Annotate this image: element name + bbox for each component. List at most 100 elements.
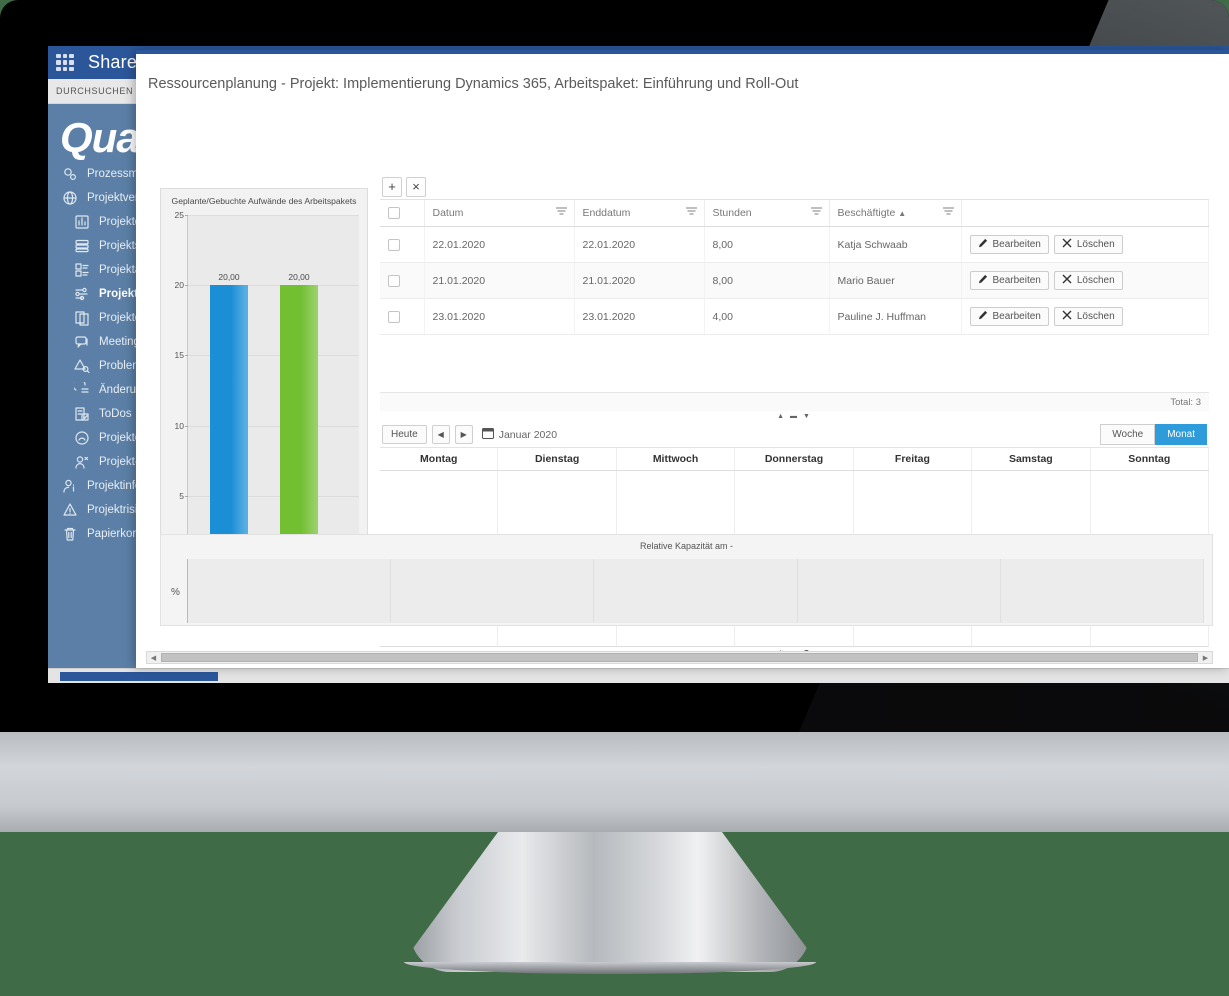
capacity-chart-ylabel: % [171,587,180,598]
table-row[interactable]: 21.01.2020 21.01.2020 8,00 Mario Bauer Bearb… [380,262,1209,299]
calendar-view-woche[interactable]: Woche [1100,424,1156,445]
chart-ytick: 25 [164,210,188,220]
grid-total-count: Total: 3 [380,392,1209,411]
calendar-prev-icon[interactable]: ◀ [431,425,450,444]
person-info-icon [62,478,78,494]
grid-header-datum[interactable]: Datum [424,200,575,227]
delete-row-button[interactable]: Löschen [1053,271,1123,290]
layers-icon [74,238,90,254]
chart-bars-icon [74,214,90,230]
chart-gridline [188,285,359,287]
monitor-stand-base [404,962,816,974]
filter-icon[interactable] [555,207,567,219]
globe-icon [62,190,78,206]
screen: SharePoint DURCHSUCHEN SEITE Quan Prozes… [48,46,1229,683]
cell-enddatum: 23.01.2020 [574,298,705,335]
grid-header-enddatum[interactable]: Enddatum [574,200,705,227]
grid-header-stunden-label: Stunden [712,207,752,219]
dialog-horizontal-scrollbar[interactable]: ◀ ▶ [146,651,1213,664]
table-row[interactable]: 22.01.2020 22.01.2020 8,00 Katja Schwaab Bea… [380,226,1209,263]
scroll-left-icon[interactable]: ◀ [150,654,157,662]
row-checkbox[interactable] [388,238,400,251]
dialog-scroll-thumb[interactable] [161,653,1198,662]
waffle-menu-icon[interactable] [56,53,74,72]
cell-datum: 21.01.2020 [424,262,575,299]
row-checkbox[interactable] [388,310,400,323]
calendar-period[interactable]: Januar 2020 [481,427,557,442]
filter-icon[interactable] [685,207,697,219]
cell-stunden: 8,00 [704,262,830,299]
chart-gridline [188,495,359,497]
edit-button[interactable]: Bearbeiten [969,307,1049,326]
relative-capacity-chart: Relative Kapazität am - % [160,534,1213,626]
add-booking-button[interactable]: + [382,176,402,197]
grid-calendar-splitter[interactable]: ▲ ▬ ▼ [380,411,1209,422]
dialog-title: Ressourcenplanung - Projekt: Implementie… [148,76,799,92]
gears-icon [62,166,78,182]
change-icon [74,382,90,398]
cell-datum: 23.01.2020 [424,298,575,335]
calendar-weekday-header: Montag Dienstag Mittwoch Donnerstag Freitag S… [380,448,1209,471]
warning-triangle-icon [62,502,78,518]
cell-datum: 22.01.2020 [424,226,575,263]
sidebar-item-papierkorb[interactable]: Papierkorb [48,522,238,546]
cell-actions: Bearbeiten Löschen [961,226,1209,263]
bookings-grid-wrapper: Datum Enddatum [380,200,1209,392]
pencil-icon [978,310,988,323]
grid-select-all-header [380,200,425,227]
dialog-body: Geplante/Gebuchte Aufwände des Arbeitspa… [146,132,1213,658]
edit-button-label: Bearbeiten [992,311,1041,322]
close-icon [1062,310,1072,323]
calendar-today-button[interactable]: Heute [382,425,427,444]
filter-icon[interactable] [810,207,822,219]
delete-row-button[interactable]: Löschen [1053,235,1123,254]
chart-bar-gebucht: 20,00 [210,272,248,566]
edit-button-label: Bearbeiten [992,239,1041,250]
documents-icon [74,310,90,326]
sidebar-item-todos[interactable]: ToDos [48,402,238,426]
calendar-view-monat[interactable]: Monat [1155,424,1207,445]
calendar-icon [481,427,494,442]
person-team-icon [74,454,90,470]
grid-header-row: Datum Enddatum [380,200,1209,227]
select-all-checkbox[interactable] [388,207,400,219]
pencil-icon [978,238,988,251]
grid-header-beschaeftigte[interactable]: Beschäftigte ▲ [829,200,962,227]
filter-icon[interactable] [942,207,954,219]
calendar-weekday-dienstag: Dienstag [498,448,617,470]
right-column: + × Datum [380,174,1209,658]
delete-button-label: Löschen [1076,239,1115,250]
monitor-frame: SharePoint DURCHSUCHEN SEITE Quan Prozes… [0,0,1229,732]
capacity-chart-plot [187,559,1204,623]
trash-icon [62,526,78,542]
ribbon-tab-durchsuchen[interactable]: DURCHSUCHEN [56,86,134,96]
chart-ytick: 15 [164,350,188,360]
calendar-weekday-samstag: Samstag [972,448,1091,470]
delete-booking-button[interactable]: × [406,176,426,197]
edit-button[interactable]: Bearbeiten [969,271,1049,290]
delete-row-button[interactable]: Löschen [1053,307,1123,326]
row-select-cell [380,226,425,263]
pencil-icon [978,274,988,287]
edit-button[interactable]: Bearbeiten [969,235,1049,254]
page-scroll-thumb[interactable] [60,672,218,681]
gauge-icon [74,430,90,446]
scroll-right-icon[interactable]: ▶ [1202,654,1209,662]
table-row[interactable]: 23.01.2020 23.01.2020 4,00 Pauline J. Huffm… [380,298,1209,335]
sort-ascending-icon: ▲ [898,209,907,218]
calendar-weekday-donnerstag: Donnerstag [735,448,854,470]
page-horizontal-scrollbar[interactable] [48,668,1229,683]
calendar-next-icon[interactable]: ▶ [454,425,473,444]
grid-header-datum-label: Datum [432,207,464,219]
cell-actions: Bearbeiten Löschen [961,262,1209,299]
row-checkbox[interactable] [388,274,400,287]
calendar-view-switch: Woche Monat [1100,424,1207,445]
delete-button-label: Löschen [1076,311,1115,322]
grid-header-stunden[interactable]: Stunden [704,200,830,227]
cell-enddatum: 21.01.2020 [574,262,705,299]
close-icon [1062,274,1072,287]
bookings-grid: Datum Enddatum [380,200,1209,335]
gantt-icon [74,286,90,302]
monitor-stand [410,832,810,972]
